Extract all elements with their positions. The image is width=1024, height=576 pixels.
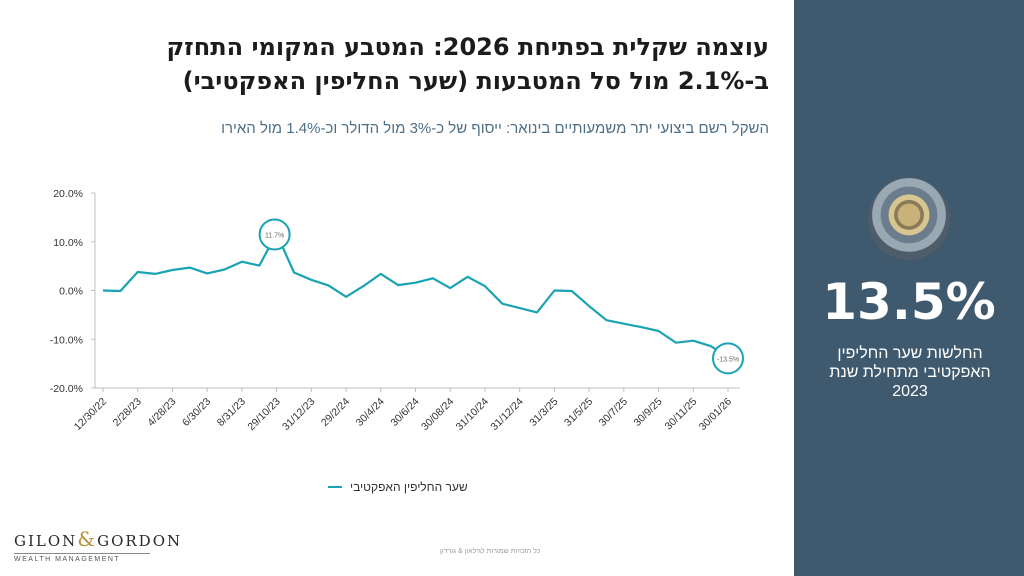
- logo-brand-right: GORDON: [97, 532, 183, 550]
- y-tick-label: 10.0%: [53, 237, 83, 249]
- coins-photo-icon: [868, 178, 950, 260]
- x-tick-label: 30/9/25: [631, 396, 664, 429]
- brand-logo: GILON&GORDON WEALTH MANAGEMENT: [14, 527, 180, 563]
- panel-description: החלשות שער החליפין האפקטיבי מתחילת שנת 2…: [829, 345, 991, 400]
- page-subtitle: השקל רשם ביצועי יתר משמעותיים בינואר: יי…: [221, 120, 769, 137]
- x-tick-label: 31/5/25: [562, 396, 595, 429]
- title-line-1: עוצמה שקלית בפתיחת 2026: המטבע המקומי הת…: [166, 33, 769, 61]
- x-tick-label: 8/31/23: [215, 396, 248, 429]
- x-tick-label: 30/6/24: [388, 396, 421, 429]
- legend-swatch: [328, 486, 342, 488]
- big-number: 13.5%: [822, 273, 996, 331]
- x-tick-label: 30/08/24: [419, 396, 456, 433]
- annotation-label: 11.7%: [265, 232, 284, 239]
- x-tick-label: 6/30/23: [180, 396, 213, 429]
- footer-copyright: כל הזכויות שמורות לגילאון & גורדון: [440, 548, 541, 555]
- logo-tagline: WEALTH MANAGEMENT: [14, 556, 121, 563]
- annotation-label: -13.5%: [717, 356, 739, 363]
- y-tick-label: 0.0%: [59, 286, 83, 298]
- x-tick-label: 30/4/24: [354, 396, 387, 429]
- x-tick-label: 30/11/25: [663, 396, 700, 433]
- x-tick-label: 12/30/22: [72, 396, 109, 433]
- page-title: עוצמה שקלית בפתיחת 2026: המטבע המקומי הת…: [49, 30, 769, 98]
- logo-divider: [14, 553, 150, 554]
- side-panel: [794, 0, 1024, 576]
- legend-label: שער החליפין האפקטיבי: [350, 480, 468, 494]
- x-tick-label: 31/12/23: [280, 396, 317, 433]
- chart-legend: שער החליפין האפקטיבי: [328, 478, 468, 496]
- x-tick-label: 31/10/24: [454, 396, 491, 433]
- annotation-circle: [258, 218, 291, 251]
- x-tick-label: 31/12/24: [488, 396, 525, 433]
- y-tick-label: -20.0%: [50, 383, 83, 395]
- x-tick-label: 31/3/25: [527, 396, 560, 429]
- logo-ampersand: &: [77, 527, 98, 551]
- series-line: [102, 232, 729, 358]
- annotation-circle: [712, 342, 744, 375]
- y-tick-label: 20.0%: [53, 188, 83, 200]
- title-line-2: ב-2.1% מול סל המטבעות (שער החליפין האפקט…: [182, 67, 769, 95]
- logo-brand-left: GILON: [14, 532, 78, 550]
- line-chart: 20.0% 10.0% 0.0% -10.0% -20.0%12/30/22 2/28/2…: [50, 188, 744, 433]
- y-tick-label: -10.0%: [50, 334, 83, 346]
- x-tick-label: 4/28/23: [145, 396, 178, 429]
- x-tick-label: 29/2/24: [319, 396, 352, 429]
- x-tick-label: 2/28/23: [111, 396, 144, 429]
- x-tick-label: 29/10/23: [245, 396, 282, 433]
- x-tick-label: 30/01/26: [697, 396, 734, 433]
- x-tick-label: 30/7/25: [597, 396, 630, 429]
